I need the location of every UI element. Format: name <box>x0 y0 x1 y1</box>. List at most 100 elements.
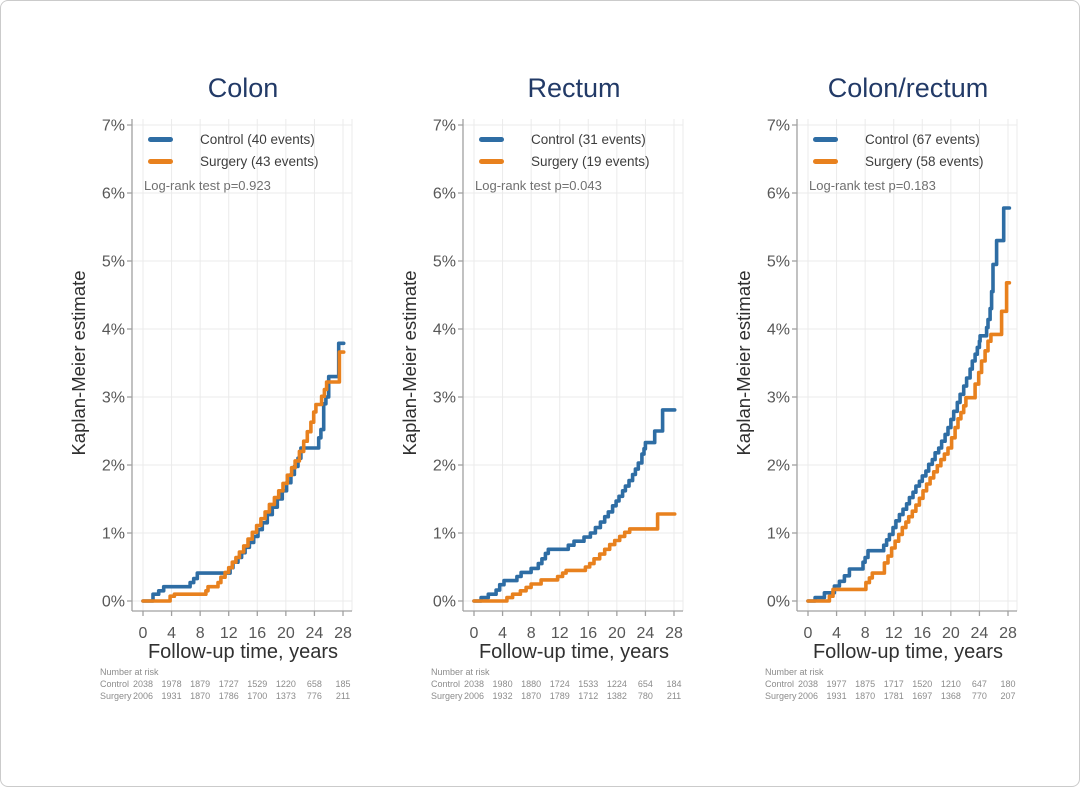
control-line-swatch <box>148 137 173 143</box>
svg-text:3%: 3% <box>102 390 125 407</box>
svg-text:12: 12 <box>551 625 569 642</box>
svg-text:0%: 0% <box>102 594 125 611</box>
risk-value: 1220 <box>275 679 296 689</box>
risk-value: 211 <box>335 691 351 701</box>
svg-text:4%: 4% <box>767 322 790 339</box>
logrank-test-text: Log-rank test p=0.923 <box>144 178 271 193</box>
risk-value: 1712 <box>578 691 599 701</box>
svg-text:4: 4 <box>498 625 507 642</box>
svg-text:5%: 5% <box>433 254 456 271</box>
risk-value: 185 <box>335 679 351 689</box>
risk-value: 647 <box>971 679 987 689</box>
risk-value: 1786 <box>218 691 239 701</box>
risk-value: 1977 <box>826 679 847 689</box>
risk-value: 211 <box>666 691 682 701</box>
surgery-line-swatch <box>148 159 173 165</box>
x-axis-label: Follow-up time, years <box>147 641 339 663</box>
risk-table-header: Number at risk <box>431 667 490 677</box>
risk-value: 1879 <box>190 679 211 689</box>
risk-value: 1717 <box>883 679 904 689</box>
risk-value: 1520 <box>912 679 933 689</box>
svg-text:8: 8 <box>196 625 205 642</box>
risk-value: 2006 <box>132 691 154 701</box>
legend: Control (40 events) Surgery (43 events) … <box>144 131 319 193</box>
risk-row-label: Control <box>765 679 795 689</box>
panel-rectum: Rectum Kaplan-Meier estimate 0% 1% 2% 3% 4% 5… <box>384 1 714 761</box>
km-plot: 0% 1% 2% 3% 4% 5% 6% 7% 0 4 8 12 16 20 24 28 <box>767 118 1018 642</box>
legend-label-surgery: Surgery (43 events) <box>200 154 319 170</box>
risk-value: 654 <box>637 679 653 689</box>
svg-text:4: 4 <box>832 625 841 642</box>
logrank-test-text: Log-rank test p=0.043 <box>475 178 602 193</box>
legend-label-control: Control (67 events) <box>865 132 980 148</box>
svg-text:4%: 4% <box>433 322 456 339</box>
risk-value: 1931 <box>826 691 847 701</box>
risk-value: 207 <box>1000 691 1016 701</box>
svg-text:0: 0 <box>804 625 813 642</box>
risk-value: 1373 <box>275 691 296 701</box>
risk-value: 2038 <box>797 679 819 689</box>
km-plot: 0% 1% 2% 3% 4% 5% 6% 7% 0 4 8 12 16 20 24 28 <box>102 118 353 642</box>
svg-text:8: 8 <box>861 625 870 642</box>
legend-row-control: Control (31 events) <box>479 131 650 153</box>
risk-row-label: Surgery <box>431 691 463 701</box>
x-axis-label: Follow-up time, years <box>478 641 670 663</box>
svg-text:6%: 6% <box>102 186 125 203</box>
svg-text:1%: 1% <box>102 526 125 543</box>
svg-text:20: 20 <box>277 625 295 642</box>
svg-text:24: 24 <box>306 625 324 642</box>
risk-value: 1789 <box>549 691 570 701</box>
risk-value: 1781 <box>883 691 904 701</box>
risk-value: 1978 <box>161 679 182 689</box>
svg-text:7%: 7% <box>433 118 456 135</box>
legend-row-surgery: Surgery (43 events) <box>148 153 319 175</box>
svg-text:16: 16 <box>913 625 931 642</box>
panel-title: Rectum <box>527 73 621 103</box>
risk-value: 1210 <box>940 679 961 689</box>
risk-value: 1870 <box>190 691 211 701</box>
svg-text:28: 28 <box>334 625 352 642</box>
risk-value: 1931 <box>161 691 182 701</box>
svg-text:3%: 3% <box>767 390 790 407</box>
risk-value: 1880 <box>521 679 542 689</box>
svg-text:16: 16 <box>579 625 597 642</box>
risk-row-control: Control 2038 1978 1879 1727 1529 1220 658 185 <box>53 679 383 691</box>
panel-colon: Colon Kaplan-Meier estimate 0% 1% 2% 3% 4% 5%… <box>53 1 383 761</box>
risk-row-surgery: Surgery 2006 1932 1870 1789 1712 1382 780 211 <box>384 691 714 703</box>
svg-text:4: 4 <box>167 625 176 642</box>
risk-value: 776 <box>306 691 322 701</box>
risk-value: 1529 <box>247 679 268 689</box>
logrank-test-text: Log-rank test p=0.183 <box>809 178 936 193</box>
km-plot: 0% 1% 2% 3% 4% 5% 6% 7% 0 4 8 12 16 20 24 28 <box>433 118 684 642</box>
risk-value: 1224 <box>606 679 627 689</box>
risk-value: 1368 <box>940 691 961 701</box>
risk-value: 770 <box>971 691 987 701</box>
legend-row-surgery: Surgery (19 events) <box>479 153 650 175</box>
svg-text:12: 12 <box>885 625 903 642</box>
surgery-line-swatch <box>479 159 504 165</box>
risk-value: 1875 <box>855 679 876 689</box>
risk-row-surgery: Surgery 2006 1931 1870 1781 1697 1368 770 207 <box>718 691 1048 703</box>
svg-text:16: 16 <box>248 625 266 642</box>
svg-text:2%: 2% <box>433 458 456 475</box>
risk-table-header: Number at risk <box>100 667 159 677</box>
legend: Control (67 events) Surgery (58 events) … <box>809 131 984 193</box>
svg-text:1%: 1% <box>433 526 456 543</box>
legend-label-control: Control (40 events) <box>200 132 315 148</box>
svg-text:0: 0 <box>139 625 148 642</box>
risk-value: 1932 <box>492 691 513 701</box>
risk-row-surgery: Surgery 2006 1931 1870 1786 1700 1373 776 211 <box>53 691 383 703</box>
panel-title: Colon/rectum <box>827 73 989 103</box>
risk-row-label: Control <box>431 679 461 689</box>
legend: Control (31 events) Surgery (19 events) … <box>475 131 650 193</box>
legend-label-surgery: Surgery (58 events) <box>865 154 984 170</box>
risk-value: 184 <box>666 679 682 689</box>
svg-text:4%: 4% <box>102 322 125 339</box>
svg-text:0%: 0% <box>433 594 456 611</box>
legend-row-control: Control (67 events) <box>813 131 984 153</box>
legend-label-surgery: Surgery (19 events) <box>531 154 650 170</box>
risk-value: 1697 <box>912 691 933 701</box>
risk-row-label: Surgery <box>100 691 132 701</box>
risk-row-label: Surgery <box>765 691 797 701</box>
